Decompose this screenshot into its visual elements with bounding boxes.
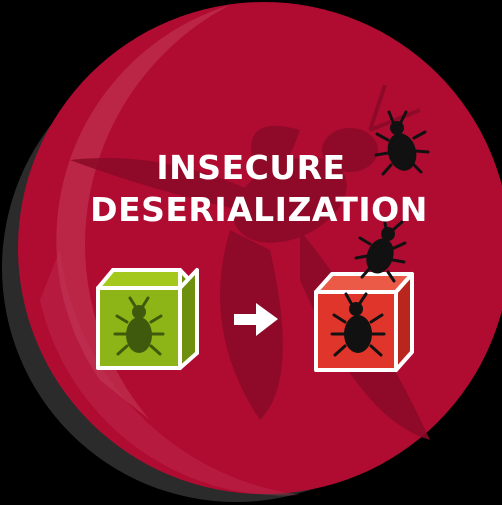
bug-icon [113,296,165,356]
disc-highlight [56,5,230,420]
title-line-1: INSECURE [156,148,346,187]
title-line-2: DESERIALIZATION [90,190,428,229]
bug-icon [374,110,430,176]
bug-icon [354,216,407,283]
disc-highlight-lower [40,250,300,496]
bug-icon [330,292,386,357]
green-box [96,268,199,370]
arrow-right-icon [234,303,278,336]
